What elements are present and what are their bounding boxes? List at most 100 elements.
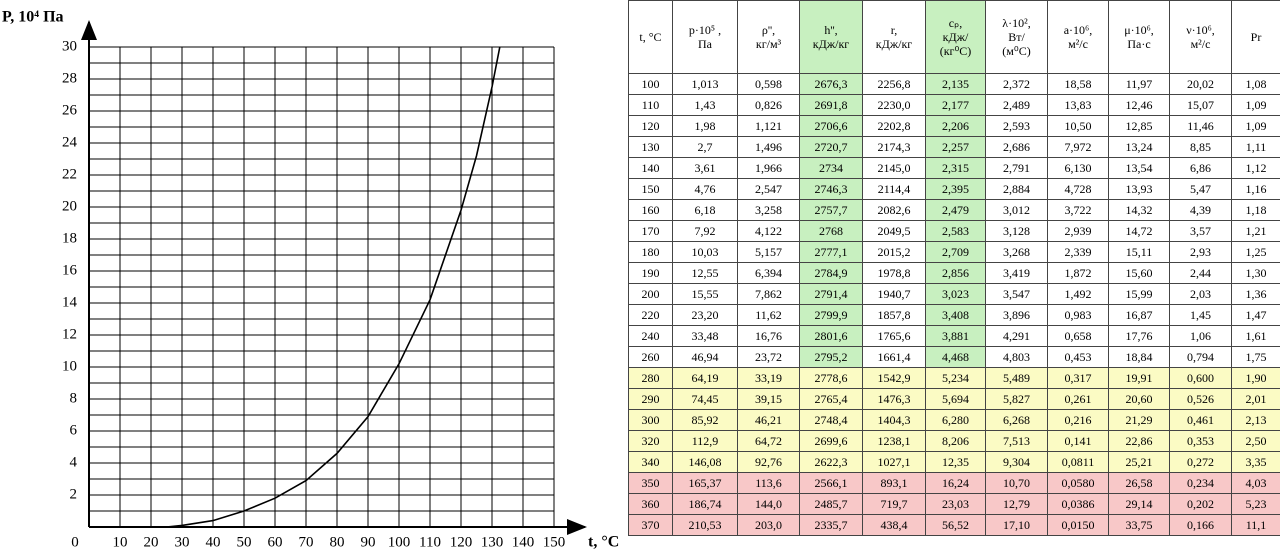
table-cell: 0,461 [1169, 409, 1232, 431]
table-cell: 11,62 [737, 304, 800, 326]
header-text: r, [890, 23, 898, 37]
table-cell: 15,60 [1108, 262, 1170, 284]
table-cell: 10,50 [1047, 115, 1109, 137]
table-cell: 20,60 [1108, 388, 1170, 410]
table-cell: 10,03 [672, 241, 738, 263]
table-row: 240 33,48 16,76 2801,6 1765,6 3,881 4,291 0,658… [628, 325, 1280, 347]
header-row: t, °C p·10⁵ , Па ρ'', кг/м³ h'', кДж/кг r, кДж/к… [628, 0, 1280, 74]
table-cell: 12,46 [1108, 94, 1170, 116]
x-tick-label: 110 [419, 534, 441, 550]
table-cell: 2768 [799, 220, 863, 242]
table-cell: 3,57 [1169, 220, 1232, 242]
table-cell: 1238,1 [862, 430, 926, 452]
table-cell: 2748,4 [799, 409, 863, 431]
y-tick-label: 8 [70, 390, 78, 406]
table-row: 190 12,55 6,394 2784,9 1978,8 2,856 3,419 1,872… [628, 262, 1280, 284]
table-cell: 1,16 [1231, 178, 1280, 200]
table-cell: 14,32 [1108, 199, 1170, 221]
table-cell: 2784,9 [799, 262, 863, 284]
table-cell: 0,600 [1169, 367, 1232, 389]
table-cell: 110 [628, 94, 673, 116]
table-cell: 1,06 [1169, 325, 1232, 347]
table-cell: 0,794 [1169, 346, 1232, 368]
table-row: 110 1,43 0,826 2691,8 2230,0 2,177 2,489 13,83 1… [628, 94, 1280, 116]
table-cell: 11,46 [1169, 115, 1232, 137]
table-cell: 17,10 [985, 514, 1048, 536]
table-cell: 2699,6 [799, 430, 863, 452]
table-cell: 0,658 [1047, 325, 1109, 347]
table-body: 100 1,013 0,598 2676,3 2256,8 2,135 2,372 18,58… [628, 73, 1280, 536]
table-cell: 2777,1 [799, 241, 863, 263]
table-cell: 290 [628, 388, 673, 410]
table-cell: 4,76 [672, 178, 738, 200]
table-cell: 2,791 [985, 157, 1048, 179]
table-cell: 25,21 [1108, 451, 1170, 473]
header-text: a·10⁶, [1063, 23, 1093, 37]
table-row: 290 74,45 39,15 2765,4 1476,3 5,694 5,827 0,261… [628, 388, 1280, 410]
table-cell: 2,03 [1169, 283, 1232, 305]
table-cell: 6,130 [1047, 157, 1109, 179]
table-cell: 1,61 [1231, 325, 1280, 347]
table-cell: 113,6 [737, 472, 800, 494]
table-cell: 18,58 [1047, 73, 1109, 95]
table-cell: 39,15 [737, 388, 800, 410]
table-cell: 5,157 [737, 241, 800, 263]
table-cell: 21,29 [1108, 409, 1170, 431]
table-cell: 4,803 [985, 346, 1048, 368]
table-cell: 92,76 [737, 451, 800, 473]
x-tick-label: 60 [268, 534, 283, 550]
table-cell: 12,79 [985, 493, 1048, 515]
table-cell: 2,315 [925, 157, 986, 179]
table-row: 260 46,94 23,72 2795,2 1661,4 4,468 4,803 0,453… [628, 346, 1280, 368]
table-cell: 220 [628, 304, 673, 326]
table-cell: 0,0386 [1047, 493, 1109, 515]
table-cell: 2,44 [1169, 262, 1232, 284]
table-cell: 2,7 [672, 136, 738, 158]
x-tick-label: 90 [361, 534, 376, 550]
table-cell: 6,86 [1169, 157, 1232, 179]
table-cell: 1,872 [1047, 262, 1109, 284]
table-cell: 33,75 [1108, 514, 1170, 536]
table-cell: 2202,8 [862, 115, 926, 137]
table-cell: 2,50 [1231, 430, 1280, 452]
table-cell: 2256,8 [862, 73, 926, 95]
table-cell: 2801,6 [799, 325, 863, 347]
table-cell: 4,468 [925, 346, 986, 368]
table-cell: 4,39 [1169, 199, 1232, 221]
table-cell: 1940,7 [862, 283, 926, 305]
table-cell: 2,547 [737, 178, 800, 200]
table-cell: 3,547 [985, 283, 1048, 305]
header-cell: p·10⁵ , Па [672, 0, 738, 74]
table-cell: 0,0811 [1047, 451, 1109, 473]
table-cell: 2230,0 [862, 94, 926, 116]
x-tick-label: 10 [113, 534, 128, 550]
y-tick-label: 4 [70, 454, 78, 470]
header-cell: h'', кДж/кг [799, 0, 863, 74]
table-cell: 210,53 [672, 514, 738, 536]
table-cell: 2,177 [925, 94, 986, 116]
header-cell: t, °C [628, 0, 673, 74]
table-cell: 2676,3 [799, 73, 863, 95]
table-row: 350 165,37 113,6 2566,1 893,1 16,24 10,70 0,058… [628, 472, 1280, 494]
table-cell: 8,206 [925, 430, 986, 452]
table-cell: 0,598 [737, 73, 800, 95]
table-cell: 112,9 [672, 430, 738, 452]
table-row: 180 10,03 5,157 2777,1 2015,2 2,709 3,268 2,339… [628, 241, 1280, 263]
table-cell: 160 [628, 199, 673, 221]
table-cell: 1404,3 [862, 409, 926, 431]
table-cell: 2691,8 [799, 94, 863, 116]
table-cell: 29,14 [1108, 493, 1170, 515]
x-tick-label: 140 [512, 534, 535, 550]
table-cell: 12,85 [1108, 115, 1170, 137]
table-cell: 1,25 [1231, 241, 1280, 263]
table-cell: 14,72 [1108, 220, 1170, 242]
table-cell: 2791,4 [799, 283, 863, 305]
data-table: t, °C p·10⁵ , Па ρ'', кг/м³ h'', кДж/кг r, кДж/к… [628, 0, 1280, 536]
table-cell: 16,24 [925, 472, 986, 494]
table-cell: 16,76 [737, 325, 800, 347]
table-cell: 144,0 [737, 493, 800, 515]
y-tick-label: 20 [62, 198, 77, 214]
header-cell: ρ'', кг/м³ [737, 0, 800, 74]
table-cell: 2720,7 [799, 136, 863, 158]
